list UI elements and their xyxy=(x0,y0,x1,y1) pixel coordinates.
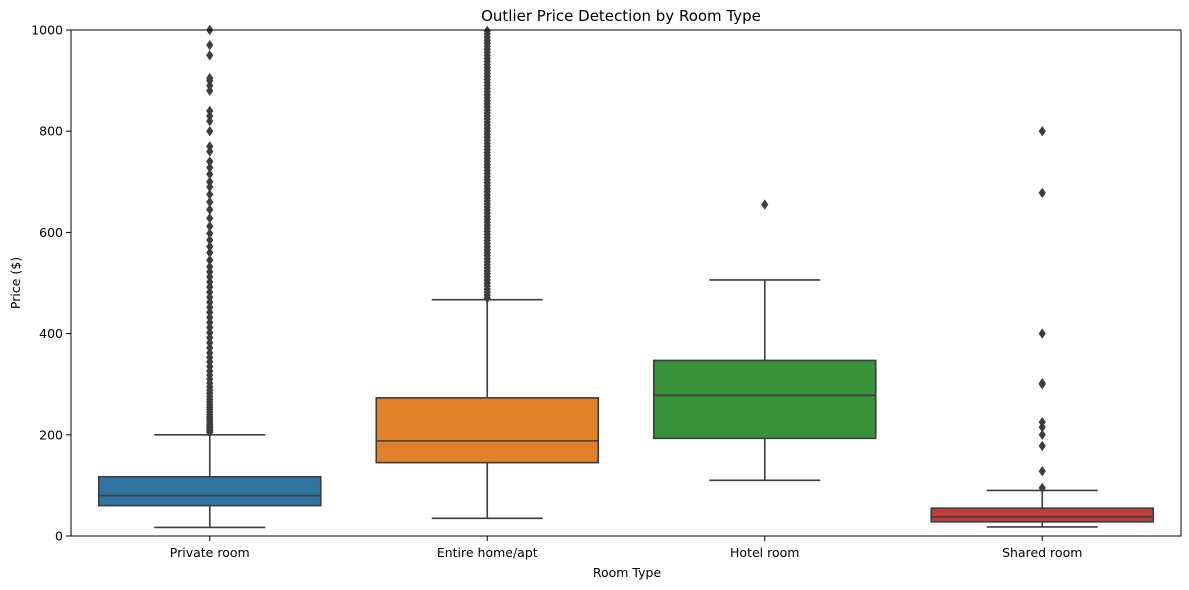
chart-title: Outlier Price Detection by Room Type xyxy=(481,7,761,25)
outlier-point xyxy=(761,199,769,210)
box xyxy=(97,475,322,507)
outlier-point xyxy=(206,241,214,252)
outlier-point xyxy=(1038,482,1046,494)
outlier-point xyxy=(1038,126,1046,137)
outlier-point xyxy=(206,196,214,208)
outlier-point xyxy=(206,189,214,200)
outlier-point xyxy=(1038,466,1046,477)
outlier-point xyxy=(206,105,214,117)
box xyxy=(652,359,877,440)
box-group xyxy=(652,199,877,482)
box xyxy=(375,397,600,464)
y-axis: 0 200 400 600 800 1000 xyxy=(31,23,71,544)
outlier-point xyxy=(1038,416,1046,428)
box xyxy=(930,507,1155,523)
outlier-point xyxy=(206,213,214,224)
x-tick-label: Shared room xyxy=(1002,545,1082,560)
outlier-point xyxy=(206,234,214,246)
x-tick-label: Private room xyxy=(170,545,250,560)
y-tick-label: 0 xyxy=(55,529,63,544)
plot-area xyxy=(70,24,1182,537)
outlier-point xyxy=(206,162,214,173)
outlier-point xyxy=(206,261,214,273)
outlier-point xyxy=(206,169,214,180)
y-tick-label: 200 xyxy=(39,427,63,442)
y-axis-label: Price ($) xyxy=(8,257,23,309)
box-group xyxy=(97,24,322,529)
outlier-point xyxy=(483,25,491,37)
outlier-point xyxy=(206,221,214,232)
y-tick-label: 1000 xyxy=(31,23,63,38)
outlier-point xyxy=(206,126,214,137)
outlier-point xyxy=(206,50,214,61)
outlier-point xyxy=(1038,328,1046,339)
x-tick-label: Entire home/apt xyxy=(437,545,538,560)
outlier-point xyxy=(1038,377,1046,389)
outlier-point xyxy=(1038,187,1046,199)
box-group xyxy=(930,126,1155,528)
outlier-point xyxy=(206,176,214,187)
y-tick-label: 800 xyxy=(39,124,63,139)
y-tick-label: 400 xyxy=(39,326,63,341)
outlier-point xyxy=(206,247,214,258)
x-axis: Private room Entire home/apt Hotel room Sha… xyxy=(170,536,1082,560)
outlier-point xyxy=(206,141,214,152)
x-axis-label: Room Type xyxy=(593,565,662,580)
outlier-point xyxy=(206,72,214,84)
outlier-point xyxy=(206,204,214,215)
outlier-point xyxy=(1038,440,1046,452)
outlier-point xyxy=(206,39,214,51)
box-group xyxy=(375,25,600,520)
outlier-point xyxy=(206,156,214,167)
x-tick-label: Hotel room xyxy=(730,545,799,560)
outlier-point xyxy=(1038,429,1046,440)
plot-frame xyxy=(70,29,1182,537)
outlier-point xyxy=(206,255,214,266)
outlier-point xyxy=(206,228,214,239)
y-tick-label: 600 xyxy=(39,225,63,240)
